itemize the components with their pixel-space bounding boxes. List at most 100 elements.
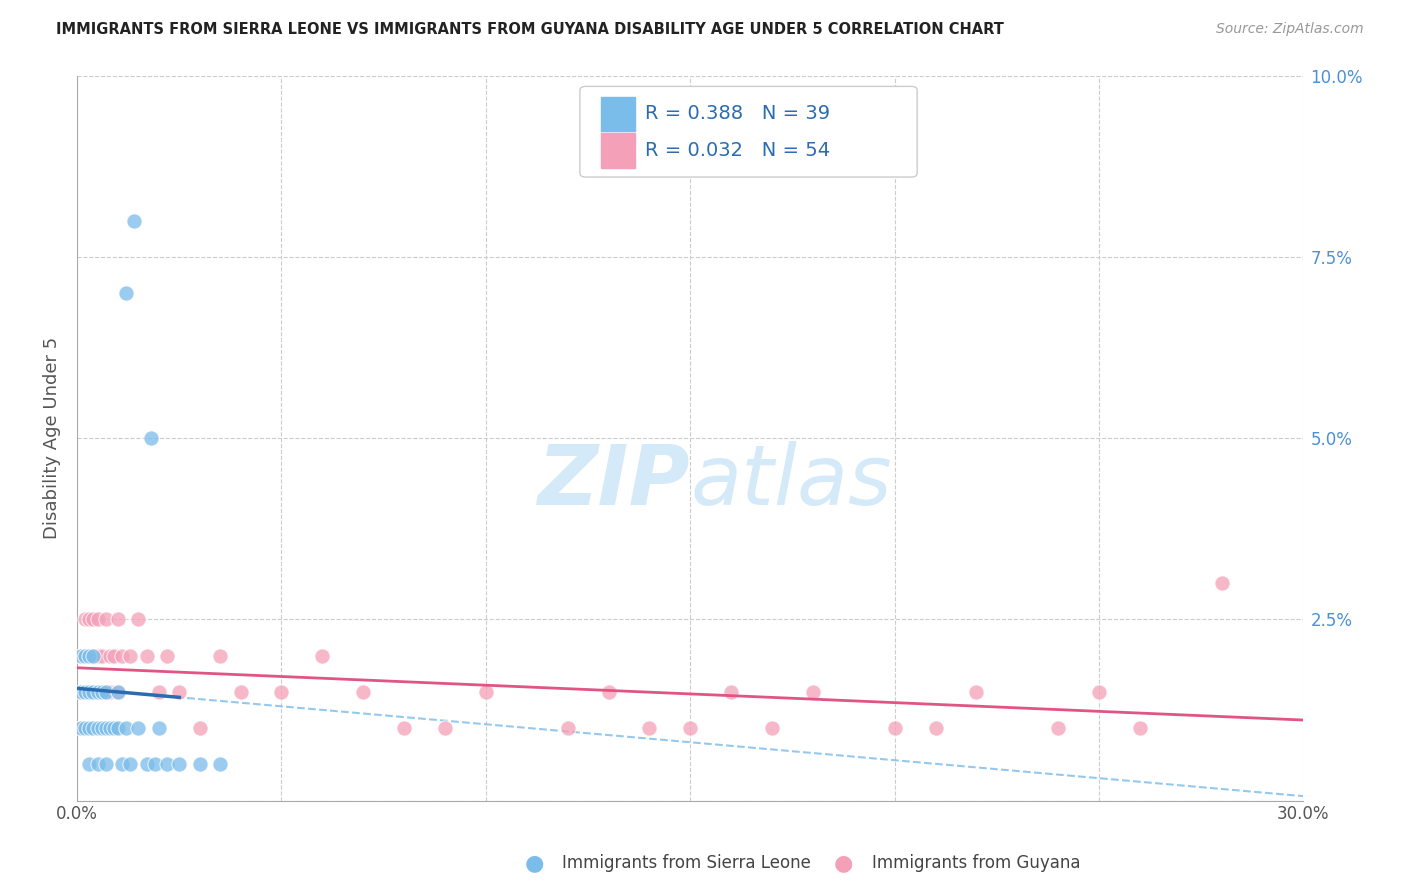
Point [135,648,157,663]
Point [79,757,101,772]
Point [94,757,117,772]
Point [79,721,101,735]
Point [120,757,142,772]
Point [86,721,108,735]
Point [156,757,179,772]
Text: IMMIGRANTS FROM SIERRA LEONE VS IMMIGRANTS FROM GUYANA DISABILITY AGE UNDER 5 CO: IMMIGRANTS FROM SIERRA LEONE VS IMMIGRAN… [56,22,1004,37]
Point [70,648,93,663]
Point [720,685,742,699]
Point [94,685,117,699]
Point [82,612,104,626]
Point [75,685,97,699]
Text: ●: ● [524,854,544,873]
Point [90,685,112,699]
Point [82,648,104,663]
Point [111,648,134,663]
Point [79,648,101,663]
Point [801,685,824,699]
Point [86,685,108,699]
Point [127,721,149,735]
FancyBboxPatch shape [579,87,917,177]
Point [103,721,125,735]
Point [557,721,579,735]
Point [209,648,232,663]
Point [156,648,179,663]
Point [86,757,108,772]
Bar [600,133,636,168]
Text: R = 0.032   N = 54: R = 0.032 N = 54 [645,141,830,160]
Point [70,685,93,699]
Point [79,648,101,663]
Point [1047,721,1070,735]
Point [120,648,142,663]
Point [90,648,112,663]
Text: atlas: atlas [690,441,891,522]
Point [115,721,138,735]
Point [169,757,191,772]
Point [352,685,374,699]
Point [70,685,93,699]
Point [270,685,292,699]
Point [143,757,166,772]
Point [924,721,946,735]
Point [124,213,146,227]
Point [75,685,97,699]
Point [79,612,101,626]
Point [475,685,498,699]
Point [94,721,117,735]
Point [75,612,97,626]
Bar [600,96,636,131]
Point [107,685,129,699]
Point [79,685,101,699]
Point [75,721,97,735]
Point [94,612,117,626]
Point [188,757,211,772]
Point [148,685,170,699]
Point [638,721,661,735]
Point [79,685,101,699]
Point [70,721,93,735]
Point [761,721,783,735]
Point [90,721,112,735]
Point [311,648,333,663]
Point [127,612,149,626]
Point [70,648,93,663]
Point [392,721,415,735]
Point [679,721,702,735]
Point [598,685,620,699]
Text: Source: ZipAtlas.com: Source: ZipAtlas.com [1216,22,1364,37]
Point [107,685,129,699]
Point [98,721,121,735]
Point [965,685,987,699]
Text: Immigrants from Sierra Leone: Immigrants from Sierra Leone [562,855,811,872]
Point [188,721,211,735]
Point [82,721,104,735]
Point [98,685,121,699]
Point [115,286,138,301]
Point [229,685,252,699]
Point [70,721,93,735]
Point [883,721,905,735]
Point [1088,685,1111,699]
Point [75,648,97,663]
Point [107,612,129,626]
Point [98,648,121,663]
Point [75,648,97,663]
Point [209,757,232,772]
Point [148,721,170,735]
Point [107,721,129,735]
Point [82,648,104,663]
Point [169,685,191,699]
Point [82,685,104,699]
Point [1211,576,1233,591]
Text: ZIP: ZIP [537,441,690,522]
Point [86,612,108,626]
Point [135,757,157,772]
Point [94,685,117,699]
Point [86,648,108,663]
Point [433,721,456,735]
Point [111,757,134,772]
Point [139,431,162,445]
Text: Immigrants from Guyana: Immigrants from Guyana [872,855,1080,872]
Point [90,685,112,699]
